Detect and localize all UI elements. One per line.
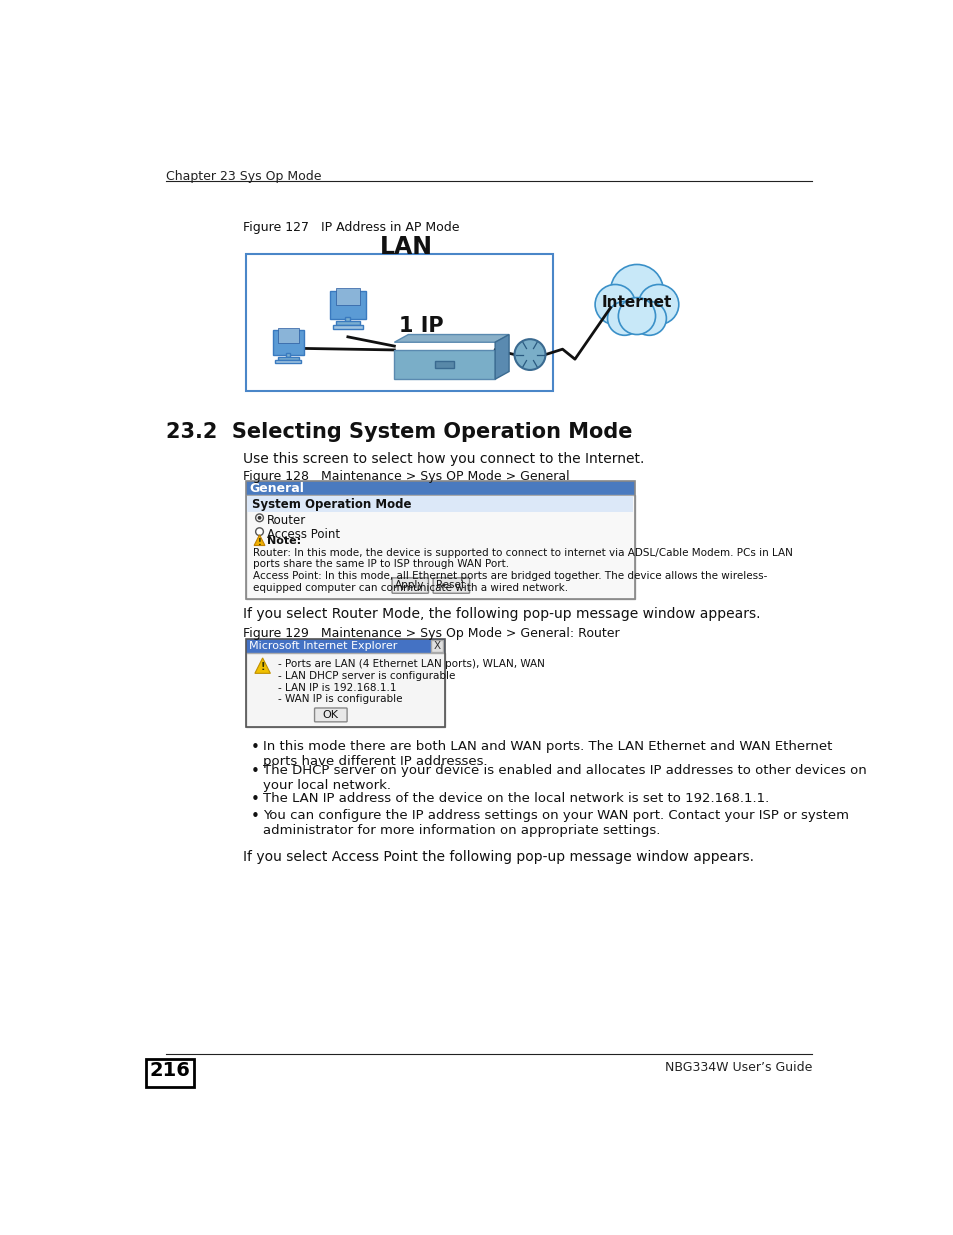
Text: Reset: Reset bbox=[436, 580, 465, 590]
Circle shape bbox=[607, 301, 641, 336]
Text: Internet: Internet bbox=[601, 295, 672, 310]
Text: Router: Router bbox=[267, 514, 306, 527]
Bar bbox=[335, 321, 359, 325]
FancyBboxPatch shape bbox=[392, 578, 428, 593]
Text: •: • bbox=[251, 792, 259, 806]
Polygon shape bbox=[394, 335, 509, 342]
Bar bbox=[333, 325, 363, 329]
Bar bbox=[286, 353, 290, 357]
Text: Access Point: Access Point bbox=[267, 527, 340, 541]
Text: OK: OK bbox=[322, 710, 338, 720]
FancyBboxPatch shape bbox=[273, 330, 303, 356]
Text: 216: 216 bbox=[150, 1061, 191, 1081]
Circle shape bbox=[255, 514, 263, 521]
Text: 23.2  Selecting System Operation Mode: 23.2 Selecting System Operation Mode bbox=[166, 421, 632, 442]
FancyBboxPatch shape bbox=[245, 254, 553, 390]
FancyBboxPatch shape bbox=[433, 578, 469, 593]
Text: The LAN IP address of the device on the local network is set to 192.168.1.1.: The LAN IP address of the device on the … bbox=[262, 792, 768, 805]
Circle shape bbox=[610, 264, 662, 317]
FancyBboxPatch shape bbox=[245, 653, 444, 727]
Circle shape bbox=[514, 340, 545, 370]
Bar bbox=[274, 359, 301, 363]
Text: •: • bbox=[251, 809, 259, 824]
Polygon shape bbox=[253, 535, 265, 546]
Text: Microsoft Internet Explorer: Microsoft Internet Explorer bbox=[249, 641, 397, 651]
Text: Note:: Note: bbox=[267, 536, 301, 546]
Text: If you select Access Point the following pop-up message window appears.: If you select Access Point the following… bbox=[243, 851, 754, 864]
FancyBboxPatch shape bbox=[245, 480, 634, 495]
Circle shape bbox=[255, 527, 263, 536]
Text: •: • bbox=[251, 740, 259, 755]
Text: - Ports are LAN (4 Ethernet LAN ports), WLAN, WAN
- LAN DHCP server is configura: - Ports are LAN (4 Ethernet LAN ports), … bbox=[278, 659, 544, 704]
Circle shape bbox=[257, 516, 261, 520]
FancyBboxPatch shape bbox=[431, 640, 443, 652]
Text: Use this screen to select how you connect to the Internet.: Use this screen to select how you connec… bbox=[243, 452, 644, 467]
Text: LAN: LAN bbox=[379, 235, 432, 259]
Polygon shape bbox=[495, 335, 509, 379]
Text: 1 IP: 1 IP bbox=[398, 316, 443, 336]
Circle shape bbox=[638, 284, 679, 325]
Text: Figure 129   Maintenance > Sys Op Mode > General: Router: Figure 129 Maintenance > Sys Op Mode > G… bbox=[243, 627, 619, 640]
Circle shape bbox=[618, 298, 655, 335]
Text: Figure 128   Maintenance > Sys OP Mode > General: Figure 128 Maintenance > Sys OP Mode > G… bbox=[243, 471, 569, 483]
Text: Router: In this mode, the device is supported to connect to internet via ADSL/Ca: Router: In this mode, the device is supp… bbox=[253, 548, 792, 593]
FancyBboxPatch shape bbox=[247, 496, 633, 511]
FancyBboxPatch shape bbox=[277, 329, 298, 342]
Text: The DHCP server on your device is enabled and allocates IP addresses to other de: The DHCP server on your device is enable… bbox=[262, 764, 865, 792]
Text: !: ! bbox=[257, 537, 261, 547]
Text: •: • bbox=[251, 764, 259, 779]
Text: Apply: Apply bbox=[395, 580, 424, 590]
Text: NBG334W User’s Guide: NBG334W User’s Guide bbox=[664, 1061, 811, 1074]
Text: In this mode there are both LAN and WAN ports. The LAN Ethernet and WAN Ethernet: In this mode there are both LAN and WAN … bbox=[262, 740, 831, 768]
FancyBboxPatch shape bbox=[394, 350, 495, 379]
Polygon shape bbox=[254, 658, 270, 673]
FancyBboxPatch shape bbox=[330, 290, 365, 320]
Bar bbox=[277, 357, 298, 359]
Text: If you select Router Mode, the following pop-up message window appears.: If you select Router Mode, the following… bbox=[243, 608, 760, 621]
Bar bbox=[345, 317, 350, 322]
FancyBboxPatch shape bbox=[335, 288, 360, 305]
Text: Chapter 23 Sys Op Mode: Chapter 23 Sys Op Mode bbox=[166, 169, 321, 183]
FancyBboxPatch shape bbox=[314, 708, 347, 721]
Circle shape bbox=[595, 284, 635, 325]
Text: You can configure the IP address settings on your WAN port. Contact your ISP or : You can configure the IP address setting… bbox=[262, 809, 848, 837]
FancyBboxPatch shape bbox=[146, 1060, 194, 1087]
Text: System Operation Mode: System Operation Mode bbox=[252, 498, 411, 511]
FancyBboxPatch shape bbox=[245, 495, 634, 599]
FancyBboxPatch shape bbox=[245, 640, 444, 653]
Text: Figure 127   IP Address in AP Mode: Figure 127 IP Address in AP Mode bbox=[243, 221, 459, 235]
Text: !: ! bbox=[260, 662, 265, 672]
Bar bbox=[435, 362, 454, 368]
Circle shape bbox=[632, 301, 666, 336]
Text: X: X bbox=[433, 641, 440, 651]
Text: General: General bbox=[249, 483, 304, 495]
